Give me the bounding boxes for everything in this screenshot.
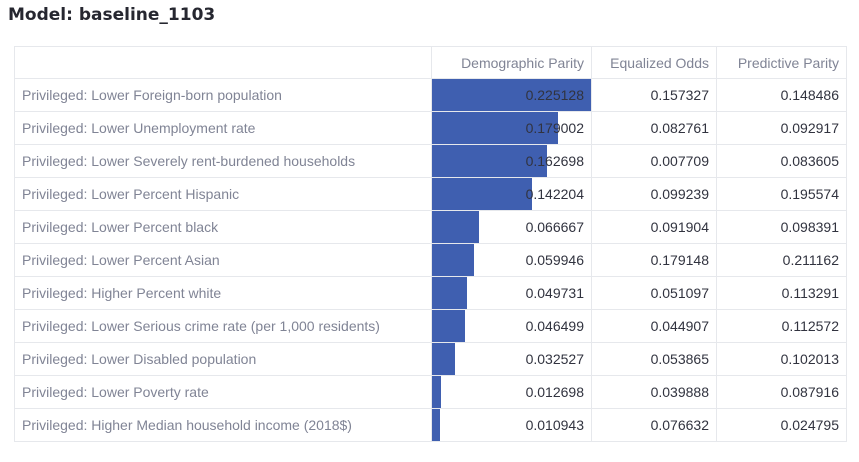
- row-label-header[interactable]: [14, 46, 432, 79]
- demographic-parity-value: 0.162698: [525, 153, 584, 169]
- equalized-odds-cell: 0.044907: [591, 309, 717, 343]
- predictive-parity-cell: 0.113291: [716, 276, 847, 310]
- row-label: Privileged: Lower Foreign-born populatio…: [14, 78, 432, 112]
- table-row: Privileged: Lower Poverty rate 0.012698 0.…: [14, 375, 847, 409]
- table-row: Privileged: Lower Percent Hispanic 0.1422…: [14, 177, 847, 211]
- equalized-odds-cell: 0.007709: [591, 144, 717, 178]
- equalized-odds-cell: 0.091904: [591, 210, 717, 244]
- equalized-odds-cell: 0.082761: [591, 111, 717, 145]
- demographic-parity-bar: [432, 145, 547, 177]
- table-row: Privileged: Lower Severely rent-burdened…: [14, 144, 847, 178]
- table-row: Privileged: Lower Serious crime rate (pe…: [14, 309, 847, 343]
- table-row: Privileged: Lower Disabled population 0.0…: [14, 342, 847, 376]
- equalized-odds-cell: 0.051097: [591, 276, 717, 310]
- demographic-parity-cell: 0.046499: [431, 309, 592, 343]
- demographic-parity-value: 0.032527: [525, 351, 584, 367]
- column-header-demographic-parity[interactable]: Demographic Parity: [431, 46, 592, 79]
- equalized-odds-cell: 0.157327: [591, 78, 717, 112]
- equalized-odds-cell: 0.053865: [591, 342, 717, 376]
- table-row: Privileged: Higher Percent white 0.049731…: [14, 276, 847, 310]
- predictive-parity-cell: 0.148486: [716, 78, 847, 112]
- demographic-parity-cell: 0.179002: [431, 111, 592, 145]
- predictive-parity-cell: 0.112572: [716, 309, 847, 343]
- demographic-parity-bar: [432, 343, 455, 375]
- table-row: Privileged: Lower Percent black 0.066667 0…: [14, 210, 847, 244]
- demographic-parity-bar: [432, 376, 441, 408]
- equalized-odds-cell: 0.076632: [591, 408, 717, 442]
- demographic-parity-value: 0.225128: [525, 87, 584, 103]
- row-label: Privileged: Lower Disabled population: [14, 342, 432, 376]
- predictive-parity-cell: 0.087916: [716, 375, 847, 409]
- row-label: Privileged: Lower Poverty rate: [14, 375, 432, 409]
- demographic-parity-bar: [432, 277, 468, 309]
- column-header-equalized-odds[interactable]: Equalized Odds: [591, 46, 717, 79]
- predictive-parity-cell: 0.092917: [716, 111, 847, 145]
- predictive-parity-cell: 0.102013: [716, 342, 847, 376]
- demographic-parity-cell: 0.049731: [431, 276, 592, 310]
- predictive-parity-cell: 0.195574: [716, 177, 847, 211]
- demographic-parity-cell: 0.059946: [431, 243, 592, 277]
- row-label: Privileged: Higher Percent white: [14, 276, 432, 310]
- page-title: Model: baseline_1103: [8, 5, 216, 25]
- demographic-parity-bar: [432, 409, 440, 441]
- demographic-parity-value: 0.142204: [525, 186, 584, 202]
- table-row: Privileged: Higher Median household inco…: [14, 408, 847, 442]
- table-row: Privileged: Lower Foreign-born populatio…: [14, 78, 847, 112]
- demographic-parity-value: 0.049731: [525, 285, 584, 301]
- predictive-parity-cell: 0.024795: [716, 408, 847, 442]
- equalized-odds-cell: 0.179148: [591, 243, 717, 277]
- demographic-parity-value: 0.059946: [525, 252, 584, 268]
- row-label: Privileged: Higher Median household inco…: [14, 408, 432, 442]
- demographic-parity-value: 0.012698: [525, 384, 584, 400]
- demographic-parity-cell: 0.010943: [431, 408, 592, 442]
- row-label: Privileged: Lower Unemployment rate: [14, 111, 432, 145]
- demographic-parity-value: 0.066667: [525, 219, 584, 235]
- row-label: Privileged: Lower Serious crime rate (pe…: [14, 309, 432, 343]
- demographic-parity-cell: 0.162698: [431, 144, 592, 178]
- row-label: Privileged: Lower Severely rent-burdened…: [14, 144, 432, 178]
- demographic-parity-cell: 0.225128: [431, 78, 592, 112]
- demographic-parity-cell: 0.012698: [431, 375, 592, 409]
- demographic-parity-bar: [432, 211, 480, 243]
- demographic-parity-bar: [432, 79, 591, 111]
- row-label: Privileged: Lower Percent Asian: [14, 243, 432, 277]
- demographic-parity-bar: [432, 112, 559, 144]
- equalized-odds-cell: 0.099239: [591, 177, 717, 211]
- table-header-row: Demographic Parity Equalized Odds Predic…: [14, 46, 847, 79]
- row-label: Privileged: Lower Percent black: [14, 210, 432, 244]
- predictive-parity-cell: 0.211162: [716, 243, 847, 277]
- demographic-parity-bar: [432, 310, 465, 342]
- column-header-predictive-parity[interactable]: Predictive Parity: [716, 46, 847, 79]
- demographic-parity-cell: 0.032527: [431, 342, 592, 376]
- demographic-parity-bar: [432, 244, 475, 276]
- table-row: Privileged: Lower Percent Asian 0.059946 0…: [14, 243, 847, 277]
- demographic-parity-cell: 0.066667: [431, 210, 592, 244]
- table-row: Privileged: Lower Unemployment rate 0.179…: [14, 111, 847, 145]
- row-label: Privileged: Lower Percent Hispanic: [14, 177, 432, 211]
- demographic-parity-value: 0.046499: [525, 318, 584, 334]
- predictive-parity-cell: 0.098391: [716, 210, 847, 244]
- fairness-metrics-table: Demographic Parity Equalized Odds Predic…: [14, 46, 847, 442]
- predictive-parity-cell: 0.083605: [716, 144, 847, 178]
- demographic-parity-cell: 0.142204: [431, 177, 592, 211]
- equalized-odds-cell: 0.039888: [591, 375, 717, 409]
- demographic-parity-value: 0.010943: [525, 417, 584, 433]
- demographic-parity-bar: [432, 178, 533, 210]
- demographic-parity-value: 0.179002: [525, 120, 584, 136]
- fairness-table-container: Demographic Parity Equalized Odds Predic…: [14, 46, 847, 442]
